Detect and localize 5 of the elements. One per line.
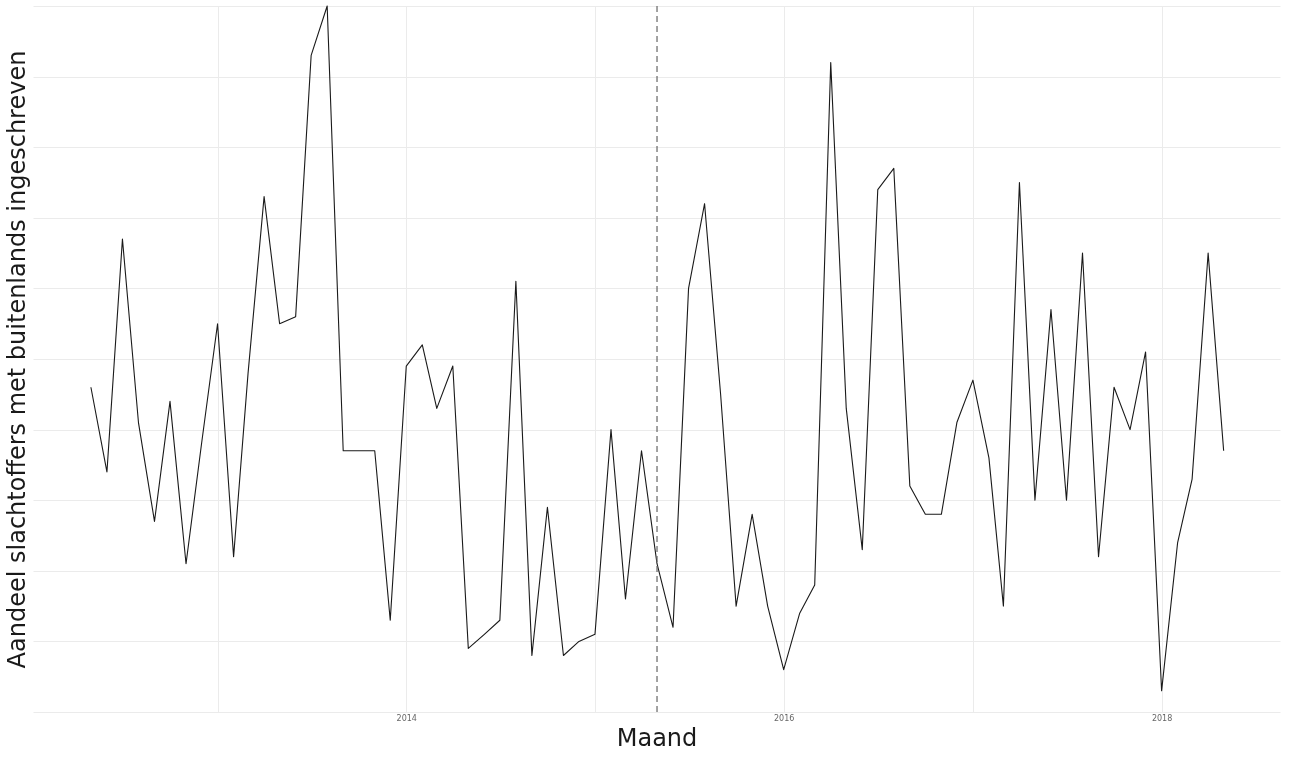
x-tick-label: 2016 bbox=[774, 713, 795, 723]
x-tick-label: 2018 bbox=[1151, 713, 1173, 723]
y-axis-title: Aandeel slachtoffers met buitenlands ingeschreven bbox=[2, 50, 31, 669]
x-tick-label: 2014 bbox=[396, 713, 417, 723]
x-axis-title: Maand bbox=[616, 723, 698, 752]
